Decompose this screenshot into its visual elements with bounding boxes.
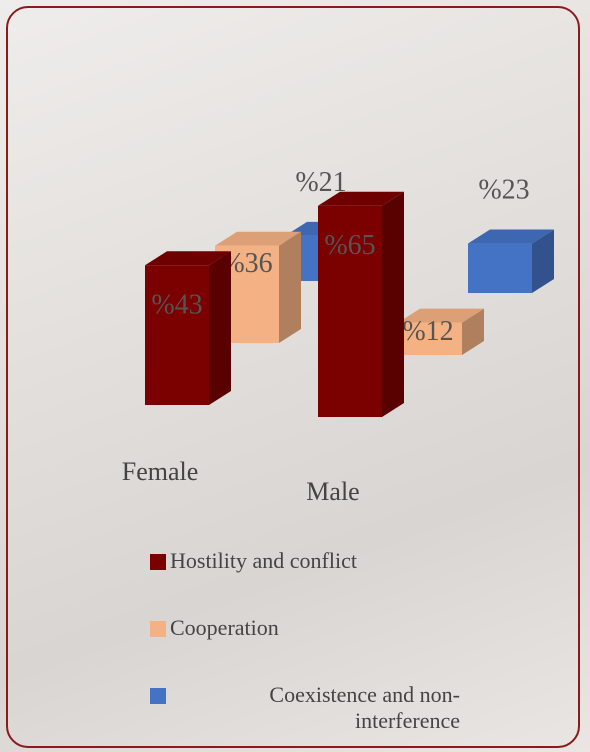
legend-label: Cooperation xyxy=(170,615,279,640)
value-label: %12 xyxy=(402,316,453,347)
bar-side xyxy=(382,191,404,417)
x-tick-label: Male xyxy=(306,477,359,506)
x-tick-label: Female xyxy=(122,457,199,486)
legend-swatch xyxy=(150,554,166,570)
legend-item: Coexistence and non-interference xyxy=(150,682,460,749)
bar-top xyxy=(318,191,404,206)
legend-label: Coexistence and non-interference xyxy=(269,682,460,733)
bar-side xyxy=(532,229,554,293)
bar-side xyxy=(209,251,231,405)
value-label: %21 xyxy=(295,167,346,198)
legend: Hostility and conflict Cooperation Coexist… xyxy=(150,548,460,749)
bar xyxy=(468,243,532,293)
legend-swatch xyxy=(150,621,166,637)
bar xyxy=(318,205,382,417)
bar-top xyxy=(215,231,301,246)
legend-item: Cooperation xyxy=(150,615,460,682)
value-label: %65 xyxy=(324,230,375,261)
bar-top xyxy=(468,229,554,244)
value-label: %23 xyxy=(478,175,529,206)
value-label: %43 xyxy=(151,289,202,320)
bar-top xyxy=(145,251,231,266)
legend-label: Hostility and conflict xyxy=(170,548,357,573)
bar-top xyxy=(398,308,484,323)
bar-side xyxy=(462,308,484,355)
legend-swatch xyxy=(150,688,166,704)
bar xyxy=(145,265,209,405)
bar-side xyxy=(279,231,301,343)
legend-item: Hostility and conflict xyxy=(150,548,460,615)
bar xyxy=(398,322,462,355)
frame xyxy=(6,6,580,748)
